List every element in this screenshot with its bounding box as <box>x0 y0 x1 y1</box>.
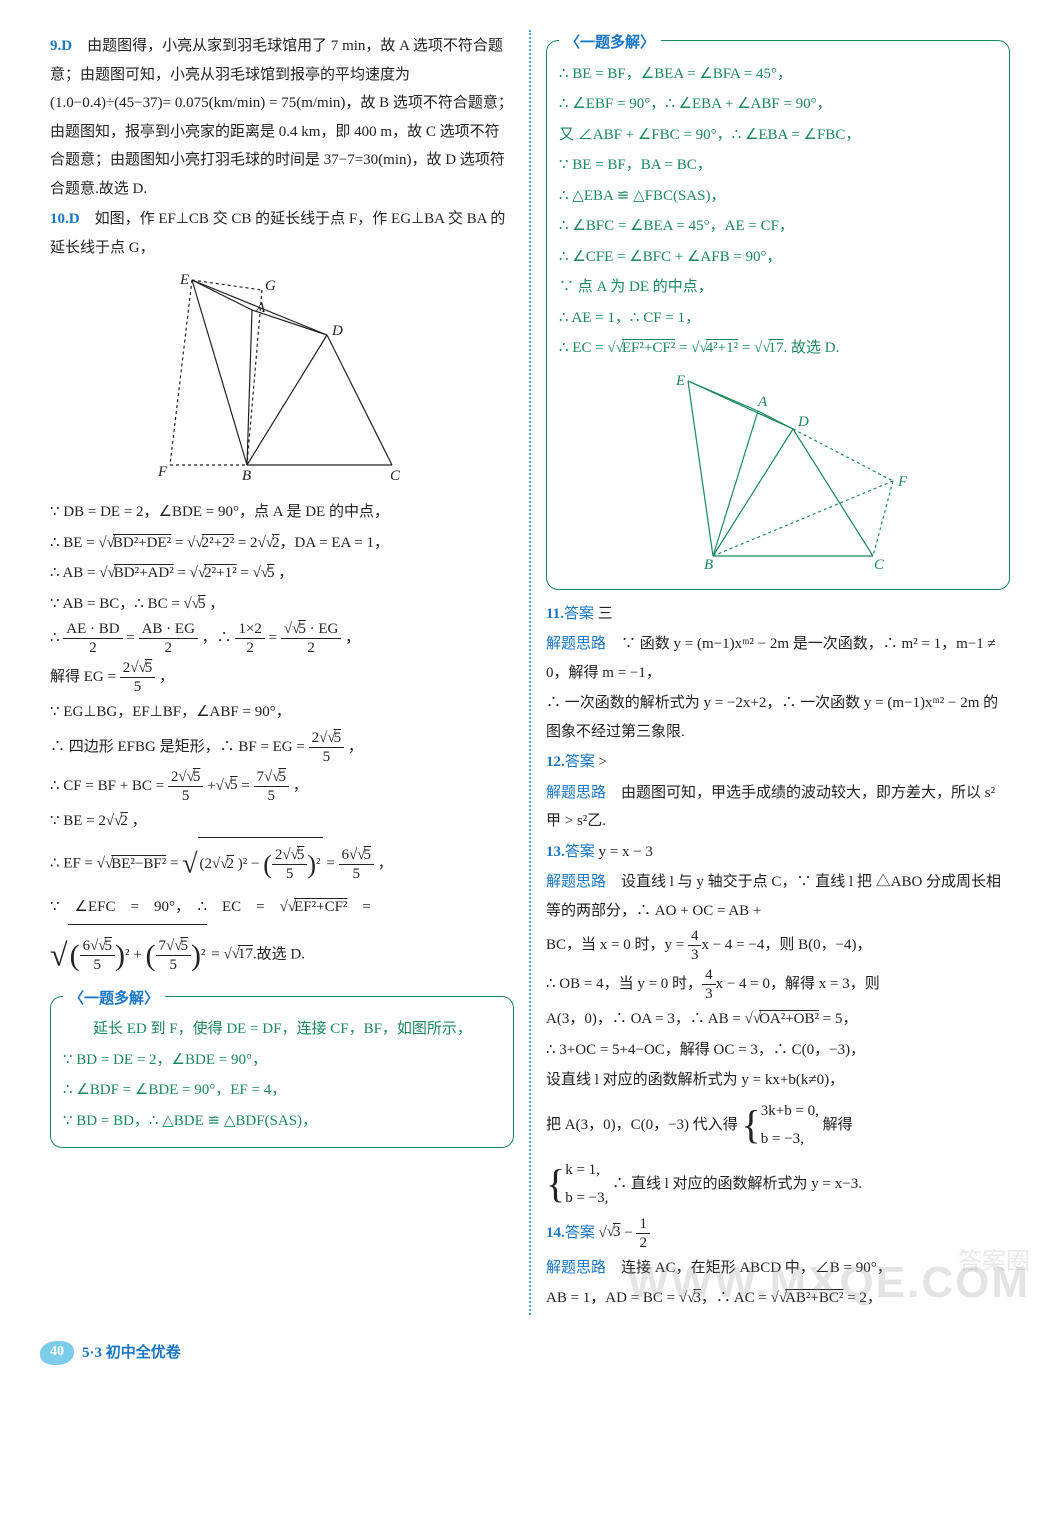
q10-l8: ∴ 四边形 EFBG 是矩形，∴ BF = EG = 2√55 ， <box>50 729 514 766</box>
box1-l4: ∵ BD = BD，∴ △BDE ≌ △BDF(SAS)， <box>63 1107 501 1136</box>
q10-l5: ∴ AE · BD2 = AB · EG2 ，∴ 1×22 = √5 · EG2… <box>50 620 514 657</box>
right-column: 〈一题多解〉 ∴ BE = BF，∠BEA = ∠BFA = 45°， ∴ ∠E… <box>536 30 1020 1315</box>
box2-l9: ∴ AE = 1，∴ CF = 1， <box>559 304 997 333</box>
box2-l2: ∴ ∠EBF = 90°，∴ ∠EBA + ∠ABF = 90°， <box>559 90 997 119</box>
q10-l13: √ (6√55)² + (7√55)² = √17.故选 D. <box>50 924 514 986</box>
footer-book-title: 5·3 初中全优卷 <box>82 1339 181 1368</box>
q10-l3: ∴ AB = √BD²+AD² = √2²+1² = √5 ， <box>50 559 514 588</box>
box1-l1: 延长 ED 到 F，使得 DE = DF，连接 CF，BF，如图所示， <box>63 1015 501 1044</box>
q11-sol: 解题思路 ∵ 函数 y = (m−1)xᵐ² − 2m 是一次函数，∴ m² =… <box>546 630 1010 687</box>
q10-l6: 解得 EG = 2√55 ， <box>50 659 514 696</box>
box2-l7: ∴ ∠CFE = ∠BFC + ∠AFB = 90°， <box>559 243 997 272</box>
q10-l9: ∴ CF = BF + BC = 2√55 +√5 = 7√55 ， <box>50 768 514 805</box>
multi-solution-box-1: 〈一题多解〉 延长 ED 到 F，使得 DE = DF，连接 CF，BF，如图所… <box>50 996 514 1149</box>
q13-s5: ∴ 3+OC = 5+4−OC，解得 OC = 3，∴ C(0，−3)， <box>546 1036 1010 1065</box>
q10-l7: ∵ EG⊥BG，EF⊥BF，∠ABF = 90°， <box>50 698 514 727</box>
box2-l5: ∴ △EBA ≌ △FBC(SAS)， <box>559 182 997 211</box>
box2-title: 〈一题多解〉 <box>559 29 661 58</box>
box1-title: 〈一题多解〉 <box>63 985 165 1014</box>
multi-solution-box-2: 〈一题多解〉 ∴ BE = BF，∠BEA = ∠BFA = 45°， ∴ ∠E… <box>546 40 1010 590</box>
svg-text:C: C <box>874 557 885 571</box>
q13-s1: 解题思路 设直线 l 与 y 轴交于点 C，∵ 直线 l 把 △ABO 分成周长… <box>546 868 1010 925</box>
q10-diagram-1: E GA D F B C <box>132 270 432 490</box>
q11-s2: ∴ 一次函数的解析式为 y = −2x+2，∴ 一次函数 y = (m−1)xᵐ… <box>546 689 1010 746</box>
left-column: 9.D 由题图得，小亮从家到羽毛球馆用了 7 min，故 A 选项不符合题意；由… <box>40 30 524 1315</box>
q10-num: 10.D <box>50 211 80 227</box>
svg-text:E: E <box>675 373 685 389</box>
watermark-url: WWW.MXQE.COM <box>627 1241 1030 1325</box>
box2-l3: 又 ∠ABF + ∠FBC = 90°，∴ ∠EBA = ∠FBC， <box>559 121 997 150</box>
q10-l4: ∵ AB = BC，∴ BC = √5 ， <box>50 590 514 619</box>
q12-ans: 12.答案 > <box>546 748 1010 777</box>
q13-s8: {k = 1,b = −3, ∴ 直线 l 对应的函数解析式为 y = x−3. <box>546 1156 1010 1213</box>
box1-l2: ∵ BD = DE = 2，∠BDE = 90°， <box>63 1046 501 1075</box>
q10-l2: ∴ BE = √BD²+DE² = √2²+2² = 2√2，DA = EA =… <box>50 529 514 558</box>
svg-text:B: B <box>242 468 251 484</box>
q10-l1: ∵ DB = DE = 2，∠BDE = 90°，点 A 是 DE 的中点， <box>50 498 514 527</box>
box2-l6: ∴ ∠BFC = ∠BEA = 45°，AE = CF， <box>559 212 997 241</box>
svg-text:A: A <box>255 300 266 316</box>
box2-l10: ∴ EC = √EF²+CF² = √4²+1² = √17. 故选 D. <box>559 334 997 363</box>
svg-text:E: E <box>179 272 189 288</box>
svg-text:B: B <box>704 557 713 571</box>
svg-text:D: D <box>331 323 343 339</box>
svg-text:C: C <box>390 468 401 484</box>
footer-page-num: 40 <box>40 1341 74 1365</box>
q12-sol: 解题思路 由题图可知，甲选手成绩的波动较大，即方差大，所以 s²甲 > s²乙. <box>546 779 1010 836</box>
q9-text: 9.D 由题图得，小亮从家到羽毛球馆用了 7 min，故 A 选项不符合题意；由… <box>50 32 514 203</box>
box2-diagram: E A D F B C <box>628 371 928 571</box>
svg-text:F: F <box>897 474 908 490</box>
q13-s4: A(3，0)，∴ OA = 3，∴ AB = √OA²+OB² = 5， <box>546 1005 1010 1034</box>
box2-l4: ∵ BE = BF，BA = BC， <box>559 151 997 180</box>
q13-s3: ∴ OB = 4，当 y = 0 时，43x − 4 = 0，解得 x = 3，… <box>546 966 1010 1003</box>
q13-s6: 设直线 l 对应的函数解析式为 y = kx+b(k≠0)， <box>546 1066 1010 1095</box>
q10-l11: ∴ EF = √BE²−BF² = √ (2√2 )² − (2√55)² = … <box>50 837 514 891</box>
page-footer: 40 5·3 初中全优卷 <box>40 1335 1020 1378</box>
page-container: 9.D 由题图得，小亮从家到羽毛球馆用了 7 min，故 A 选项不符合题意；由… <box>0 0 1060 1335</box>
q13-s7: 把 A(3，0)，C(0，−3) 代入得 {3k+b = 0,b = −3, 解… <box>546 1097 1010 1154</box>
q10-l12: ∵ ∠EFC = 90°， ∴ EC = √EF²+CF² = <box>50 893 514 922</box>
box2-l1: ∴ BE = BF，∠BEA = ∠BFA = 45°， <box>559 60 997 89</box>
svg-text:D: D <box>797 414 809 430</box>
box2-l8: ∵ 点 A 为 DE 的中点， <box>559 273 997 302</box>
q10-l10: ∵ BE = 2√2 ， <box>50 807 514 836</box>
q10-p1: 10.D 如图，作 EF⊥CB 交 CB 的延长线于点 F，作 EG⊥BA 交 … <box>50 205 514 262</box>
q9-num: 9.D <box>50 38 72 54</box>
svg-text:F: F <box>157 464 168 480</box>
svg-text:G: G <box>265 278 276 294</box>
box1-l3: ∴ ∠BDF = ∠BDE = 90°，EF = 4， <box>63 1076 501 1105</box>
q11-ans: 11.答案 三 <box>546 600 1010 629</box>
svg-text:A: A <box>757 394 768 410</box>
q13-ans: 13.答案 y = x − 3 <box>546 838 1010 867</box>
q13-s2: BC，当 x = 0 时，y = 43x − 4 = −4，则 B(0，−4)， <box>546 927 1010 964</box>
column-divider <box>529 30 531 1315</box>
